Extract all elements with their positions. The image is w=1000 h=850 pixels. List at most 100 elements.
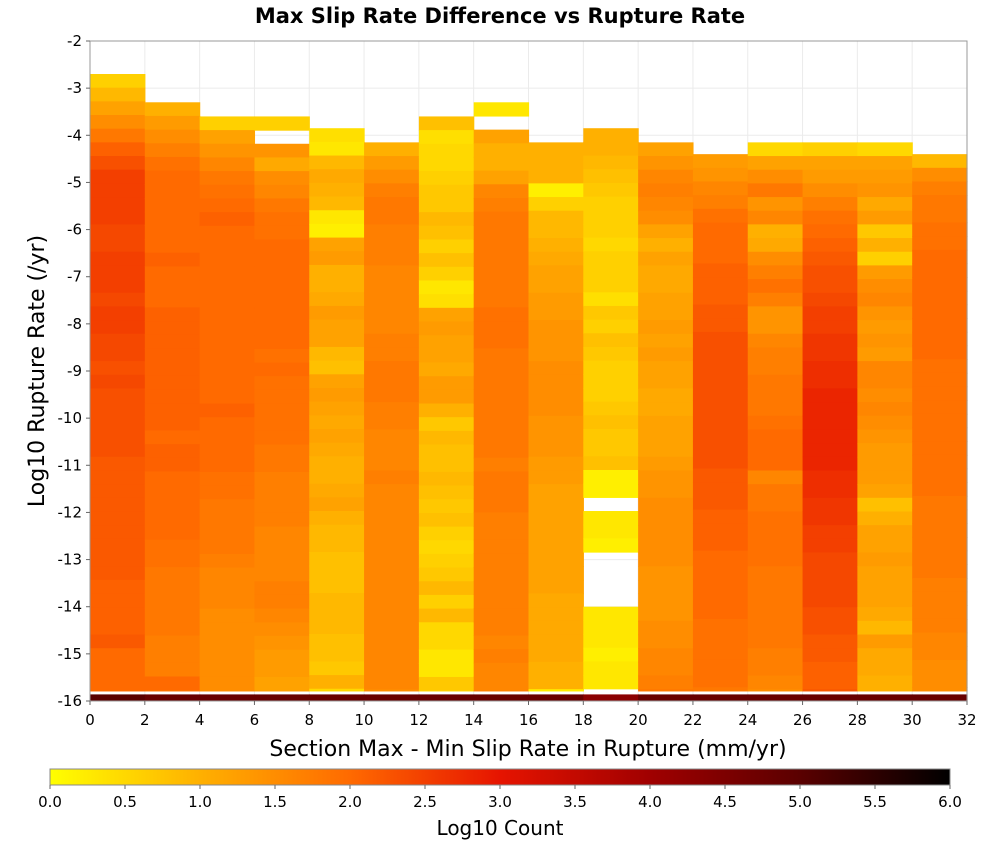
heatmap-cell	[802, 607, 858, 622]
heatmap-cell	[90, 347, 146, 362]
heatmap-cell	[528, 511, 584, 526]
heatmap-cell	[473, 403, 530, 418]
heatmap-cell	[583, 606, 639, 621]
heatmap-cell	[473, 143, 530, 158]
heatmap-cell	[199, 471, 256, 487]
heatmap-cell	[802, 689, 858, 692]
heatmap-cell	[144, 211, 201, 226]
heatmap-cell	[254, 512, 310, 528]
heatmap-cell	[254, 553, 310, 569]
heatmap-cell	[912, 687, 968, 692]
heatmap-cell	[364, 694, 420, 701]
heatmap-cell	[199, 225, 256, 241]
heatmap-cell	[144, 580, 201, 596]
heatmap-cell	[90, 197, 146, 212]
heatmap-cell	[309, 606, 365, 621]
heatmap-cell	[90, 689, 146, 692]
heatmap-cell	[199, 348, 256, 364]
heatmap-cell	[747, 694, 804, 701]
heatmap-cell	[254, 294, 310, 309]
heatmap-cell	[912, 413, 968, 429]
heatmap-cell	[199, 403, 256, 418]
heatmap-cell	[254, 198, 310, 213]
heatmap-cell	[418, 676, 475, 692]
heatmap-cell	[418, 540, 475, 555]
heatmap-cell	[638, 648, 694, 663]
heatmap-cell	[90, 694, 146, 701]
colorbar-ticks: 0.0 0.5 1.0 1.5 2.0 2.5 3.0 3.5 4.0 4.5 5.0 5.5 6.0	[38, 785, 962, 811]
heatmap-cell	[528, 156, 584, 171]
y-axis-ticks: -2 -3 -4 -5 -6 -7 -8 -9 -10 -11 -12 -13 -14 -15 -16	[58, 32, 90, 710]
heatmap-cell	[418, 581, 475, 596]
heatmap-cell	[638, 634, 694, 649]
x-tick-label: 28	[848, 711, 867, 729]
heatmap-cell	[199, 130, 256, 145]
heatmap-cell	[90, 456, 146, 472]
heatmap-cell	[418, 444, 475, 459]
heatmap-cell	[747, 156, 804, 171]
heatmap-cell	[254, 567, 310, 582]
heatmap-cell	[857, 415, 913, 431]
heatmap-cell	[528, 484, 584, 499]
heatmap-cell	[309, 278, 365, 293]
heatmap-cell	[692, 454, 749, 470]
heatmap-cell	[692, 618, 749, 634]
heatmap-cell	[857, 607, 913, 622]
heatmap-cell	[912, 591, 968, 606]
heatmap-cell	[528, 347, 584, 362]
heatmap-cells	[90, 74, 968, 701]
heatmap-cell	[912, 195, 968, 210]
heatmap-cell	[364, 552, 420, 567]
heatmap-cell	[802, 497, 858, 513]
heatmap-cell	[528, 361, 584, 376]
heatmap-cell	[638, 525, 694, 540]
y-tick-label: -14	[58, 598, 83, 616]
heatmap-cell	[583, 128, 639, 143]
heatmap-cell	[309, 264, 365, 280]
heatmap-cell	[747, 333, 804, 349]
heatmap-cell	[309, 511, 365, 526]
heatmap-cell	[802, 694, 858, 701]
heatmap-cell	[144, 225, 201, 240]
heatmap-cell	[309, 524, 365, 539]
heatmap-cell	[418, 184, 475, 200]
heatmap-cell	[857, 497, 913, 513]
heatmap-cell	[528, 634, 584, 649]
heatmap-cell	[254, 608, 310, 623]
heatmap-cell	[583, 538, 639, 553]
heatmap-cell	[857, 320, 913, 335]
heatmap-cell	[857, 593, 913, 608]
heatmap-cell	[473, 444, 530, 459]
heatmap-cell	[747, 525, 804, 540]
heatmap-cell	[583, 141, 639, 157]
heatmap-cell	[747, 415, 804, 431]
heatmap-cell	[912, 618, 968, 634]
heatmap-cell	[802, 292, 858, 308]
heatmap-cell	[364, 566, 420, 581]
y-tick-label: -11	[58, 456, 83, 474]
x-axis-label: Section Max - Min Slip Rate in Rupture (…	[269, 737, 786, 762]
heatmap-cell	[254, 663, 310, 678]
heatmap-cell	[912, 427, 968, 442]
heatmap-cell	[144, 239, 201, 254]
heatmap-cell	[857, 689, 913, 692]
heatmap-cell	[528, 197, 584, 212]
heatmap-cell	[364, 224, 420, 239]
heatmap-cell	[309, 497, 365, 512]
heatmap-cell	[912, 249, 968, 265]
heatmap-cell	[583, 237, 639, 252]
heatmap-cell	[747, 306, 804, 321]
heatmap-cell	[90, 251, 146, 266]
chart-title: Max Slip Rate Difference vs Rupture Rate	[255, 4, 745, 28]
heatmap-cell	[473, 211, 530, 226]
y-tick-label: -10	[58, 409, 83, 427]
heatmap-cell	[747, 374, 804, 390]
heatmap-cell	[418, 430, 475, 446]
heatmap-cell	[144, 676, 201, 691]
heatmap-cell	[528, 169, 584, 184]
heatmap-cell	[583, 278, 639, 293]
heatmap-cell	[364, 347, 420, 362]
heatmap-cell	[144, 143, 201, 158]
heatmap-cell	[583, 292, 639, 307]
heatmap-cell	[144, 170, 201, 185]
